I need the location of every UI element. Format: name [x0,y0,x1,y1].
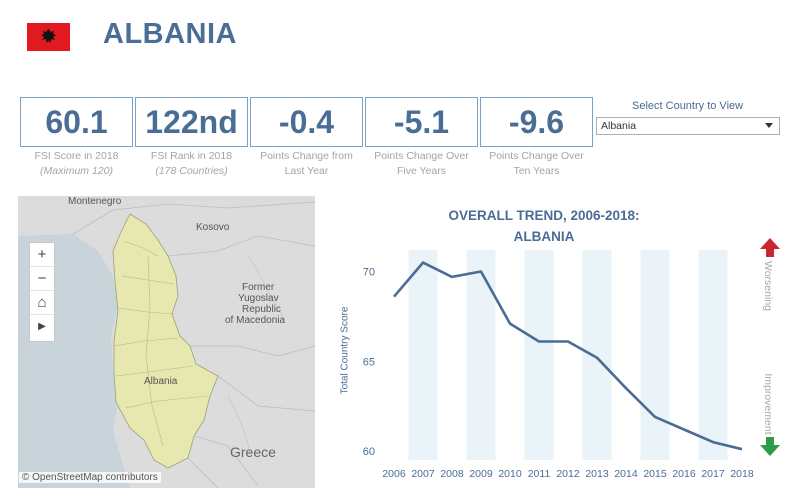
x-tick-label: 2007 [411,468,435,480]
country-select[interactable]: Albania [596,117,780,135]
improvement-label: Improvement [762,373,774,435]
x-tick-label: 2010 [498,468,522,480]
map-controls: + − ⌂ ▶ [29,242,55,342]
x-tick-label: 2018 [730,468,754,480]
kpi-change-last-year-label: Points Change from Last Year [260,150,353,177]
kpi-fsi-score: 60.1 [20,97,133,147]
x-tick-label: 2008 [440,468,464,480]
kpi-change-ten-years-label: Points Change Over Ten Years [489,150,584,177]
x-tick-label: 2016 [672,468,696,480]
year-band [640,250,670,460]
zoom-in-button[interactable]: + [30,243,54,267]
y-tick-label: 65 [363,356,375,368]
kpi-change-five-years-label: Points Change Over Five Years [374,150,469,177]
map-label-macedonia-line3: Republic [242,304,281,315]
y-tick-label: 60 [363,446,375,458]
country-map[interactable]: Montenegro Kosovo Former Yugoslav Republ… [18,196,315,488]
map-label-montenegro: Montenegro [68,196,122,207]
map-label-kosovo: Kosovo [196,222,230,233]
x-tick-label: 2015 [643,468,667,480]
zoom-out-button[interactable]: − [30,267,54,291]
improvement-arrow-icon [760,437,780,456]
country-flag [27,23,70,51]
map-label-albania: Albania [144,376,178,387]
map-attribution: © OpenStreetMap contributors [19,472,161,483]
page-title: ALBANIA [103,18,237,50]
x-tick-label: 2014 [614,468,638,480]
kpi-change-ten-years: -9.6 [480,97,593,147]
x-tick-label: 2011 [528,468,551,480]
worsening-label: Worsening [762,261,774,311]
kpi-change-five-years: -5.1 [365,97,478,147]
x-tick-label: 2017 [701,468,725,480]
x-tick-label: 2006 [382,468,406,480]
map-label-greece: Greece [230,444,276,460]
kpi-change-last-year: -0.4 [250,97,363,147]
kpi-fsi-rank: 122nd [135,97,248,147]
x-tick-label: 2013 [585,468,609,480]
play-icon[interactable]: ▶ [38,321,46,332]
year-band [408,250,438,460]
y-tick-label: 70 [363,267,375,279]
kpi-fsi-score-label: FSI Score in 2018 (Maximum 120) [34,150,119,177]
year-band [524,250,554,460]
x-tick-label: 2012 [556,468,580,480]
x-tick-label: 2009 [469,468,493,480]
worsening-arrow-icon [760,238,780,257]
series-line [393,261,743,451]
kpi-fsi-rank-label: FSI Rank in 2018 (178 Countries) [150,150,233,177]
year-band [582,250,612,460]
map-label-macedonia-line4: of Macedonia [225,315,286,326]
home-icon[interactable]: ⌂ [30,291,54,315]
map-label-macedonia-line1: Former [242,282,275,293]
year-band [698,250,728,460]
chart-title: OVERALL TREND, 2006-2018: ALBANIA [448,208,640,244]
chevron-down-icon [765,123,773,128]
country-select-label: Select Country to View [632,100,744,112]
map-label-macedonia-line2: Yugoslav [238,293,279,304]
country-select-value: Albania [601,120,637,132]
year-band [466,250,496,460]
